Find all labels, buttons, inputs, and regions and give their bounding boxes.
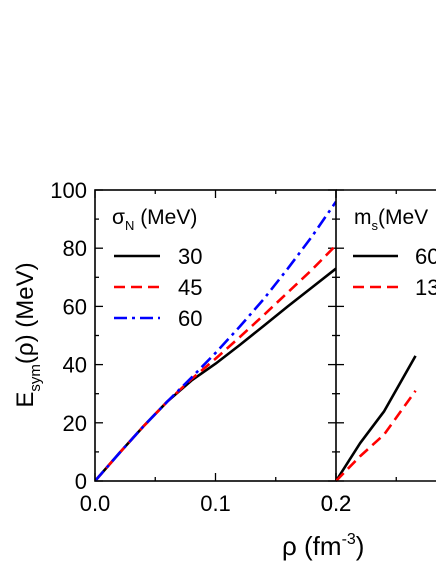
right-legend-title: ms(MeV — [354, 206, 428, 233]
series-line-right-60 — [336, 355, 417, 481]
right-panel-ticks — [335, 190, 397, 481]
y-axis-title-rest: (ρ) (MeV) — [12, 262, 39, 364]
x-tick-label: 0.2 — [321, 491, 352, 516]
y-tick-label: 20 — [63, 411, 87, 436]
right-legend-title-subscript: s — [372, 218, 379, 233]
left-panel: 0 20 40 60 80 100 0.0 0.1 0.2 σN (MeV) 30 45 60 — [50, 178, 351, 516]
left-legend-title-symbol: σ — [112, 206, 125, 229]
y-tick-label: 100 — [50, 178, 87, 203]
series-line-right-13 — [336, 390, 417, 481]
left-legend-title-subscript: N — [125, 218, 134, 233]
legend-label-right-13: 13 — [415, 275, 436, 300]
y-tick-label: 0 — [75, 469, 87, 494]
x-axis-title-superscript: -3 — [342, 531, 356, 548]
legend-label-left-30: 30 — [178, 244, 202, 269]
left-legend-title-rest: (MeV) — [134, 206, 197, 229]
series-line-left-60 — [95, 200, 336, 481]
y-tick-label: 80 — [63, 236, 87, 261]
left-panel-frame — [94, 189, 337, 482]
right-legend-title-base: m — [354, 206, 372, 229]
y-axis-title: Esym(ρ) (MeV) — [12, 262, 44, 407]
x-tick-label: 0.1 — [200, 491, 231, 516]
y-tick-label: 60 — [63, 294, 87, 319]
left-legend: σN (MeV) 30 45 60 — [112, 206, 202, 331]
right-panel-tick-labels: 0.2 — [321, 491, 352, 516]
x-axis-title: ρ (fm-3) — [282, 531, 364, 561]
right-panel-series — [336, 355, 417, 481]
legend-label-left-60: 60 — [178, 306, 202, 331]
y-axis-title-base: E — [12, 392, 39, 408]
x-tick-label: 0.2 — [321, 491, 352, 516]
left-legend-title: σN (MeV) — [112, 206, 197, 233]
legend-label-right-60: 60 — [415, 244, 436, 269]
left-legend-items: 30 45 60 — [114, 244, 202, 331]
x-axis-title-close: ) — [356, 531, 365, 561]
y-axis-title-subscript: sym — [27, 364, 44, 392]
left-panel-tick-labels: 0 20 40 60 80 100 0.0 0.1 0.2 — [50, 178, 351, 516]
y-tick-label: 40 — [63, 353, 87, 378]
legend-label-left-45: 45 — [178, 275, 202, 300]
left-panel-series — [95, 200, 336, 481]
series-line-left-30 — [95, 267, 336, 481]
right-legend-title-rest: (MeV — [378, 206, 428, 229]
x-axis-title-base: ρ (fm — [282, 531, 342, 561]
x-tick-label: 0.0 — [80, 491, 111, 516]
